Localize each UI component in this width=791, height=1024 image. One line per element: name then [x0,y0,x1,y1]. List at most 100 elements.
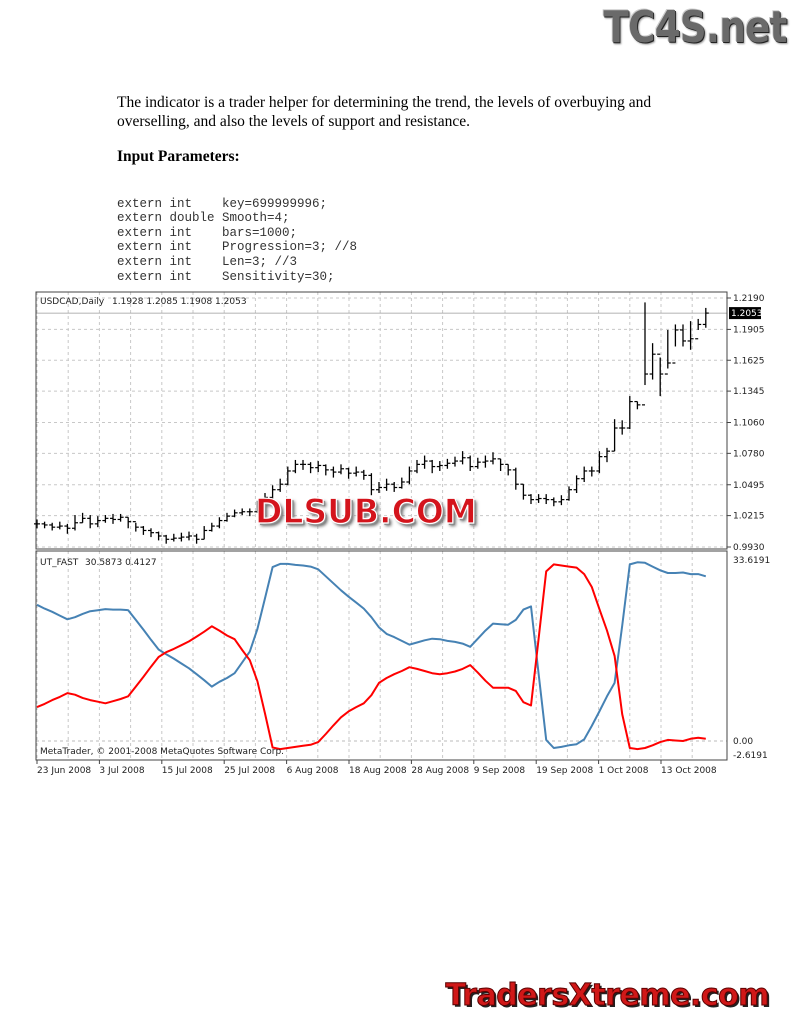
x-tick-label: 1 Oct 2008 [599,766,649,776]
price-bar [459,451,466,465]
axis-labels: 23 Jun 2008 3 Jul 2008 15 Jul 2008 25 Jul 2… [36,294,770,776]
x-tick-label: 19 Sep 2008 [536,766,593,776]
current-price-box [729,307,761,320]
price-bar [216,517,223,529]
price-bar [528,494,534,505]
price-bar [604,447,610,463]
price-bar [64,523,71,534]
indicator-title: UT_FAST [40,558,79,568]
price-bar [421,455,428,469]
price-bar [436,461,443,471]
x-tick-label: 18 Aug 2008 [349,766,407,776]
price-bar [193,533,200,544]
price-bar [338,464,344,475]
code-line: extern int Progression=3; //8 [117,240,358,255]
price-bar [566,486,572,501]
indicator-line-blue [36,561,707,749]
indicator-header-values: 30.5873 0.4127 [85,558,157,568]
x-tick-label: 13 Oct 2008 [661,766,717,776]
price-bar [649,343,656,380]
price-bar [383,478,390,491]
price-bar [657,353,664,397]
price-bars [34,302,709,544]
price-bar [94,516,101,528]
price-tick-label: 1.2190 [733,294,765,304]
price-bar [391,481,398,492]
price-bar [474,457,481,469]
price-bar [672,324,679,364]
price-bar [634,400,641,410]
price-bar [178,532,185,542]
code-line: extern int bars=1000; [117,225,298,240]
price-tick-label: 1.1345 [733,387,765,397]
price-bar [34,519,40,529]
indicator-lines [36,561,707,751]
price-bar [619,420,626,435]
price-bar [262,493,268,507]
price-bar [307,462,314,474]
price-bar [588,466,595,477]
price-bar [224,512,230,522]
price-bar [322,464,329,476]
price-bar [315,461,322,473]
price-bar [596,451,603,474]
price-bar [117,513,124,522]
price-bar [208,522,215,532]
x-tick-label: 28 Aug 2008 [411,766,469,776]
price-bar [125,516,132,529]
price-bar [376,481,382,494]
price-bar [140,526,147,535]
indicator-panel [35,550,728,761]
price-bar [581,466,588,482]
price-bar [414,459,420,474]
current-price-label: 1.2053 [731,309,763,319]
x-tick-label: 25 Jul 2008 [224,766,275,776]
tc4s-logo: TC4S.net [603,2,788,53]
price-bar [277,478,284,492]
code-line: extern int Len=3; //3 [117,254,298,269]
x-tick-label: 15 Jul 2008 [162,766,213,776]
price-panel [35,291,728,550]
price-bar [155,531,162,541]
chart-svg: 23 Jun 2008 3 Jul 2008 15 Jul 2008 25 Jul 2… [34,291,770,776]
code-line: extern double Smooth=4; [117,211,290,226]
x-tick-label: 3 Jul 2008 [99,766,144,776]
dlsub-watermark: DLSUB.COM [254,491,477,532]
price-bar [497,458,504,471]
price-bar [444,458,451,469]
price-bar [702,307,709,328]
tradersxtreme-logo: TradersXtreme.com [445,978,770,1014]
price-tick-label: 1.0780 [733,449,765,459]
price-bar [79,512,86,524]
price-bar [558,495,565,506]
price-bar [520,483,527,500]
indicator-line-red [36,563,706,751]
price-bar [368,473,375,496]
price-bar [345,467,352,479]
price-bar [429,459,436,474]
price-bar [490,452,496,465]
parameters-code-block: extern int key=699999996; extern double S… [117,182,357,299]
price-bar [110,513,116,524]
indicator-tick-label: -2.6191 [733,751,768,761]
copyright-text: MetaTrader, © 2001-2008 MetaQuotes Softw… [40,747,284,757]
price-bar [49,522,56,531]
price-bar [56,521,63,530]
indicator-tick-label: 0.00 [733,737,753,747]
price-bar [87,515,94,529]
x-tick-label: 6 Aug 2008 [287,766,339,776]
price-bar [695,318,702,340]
price-bar [102,515,109,523]
price-bar [543,494,550,505]
price-bar [680,324,686,347]
price-bar [284,466,291,486]
price-bar [269,485,276,500]
price-bar [186,531,192,541]
price-bar [132,521,139,532]
price-bar [512,467,519,490]
price-bar [482,455,489,468]
price-bar [292,459,299,474]
price-bar [254,500,261,513]
price-bar [239,508,246,516]
price-bar [148,528,154,538]
